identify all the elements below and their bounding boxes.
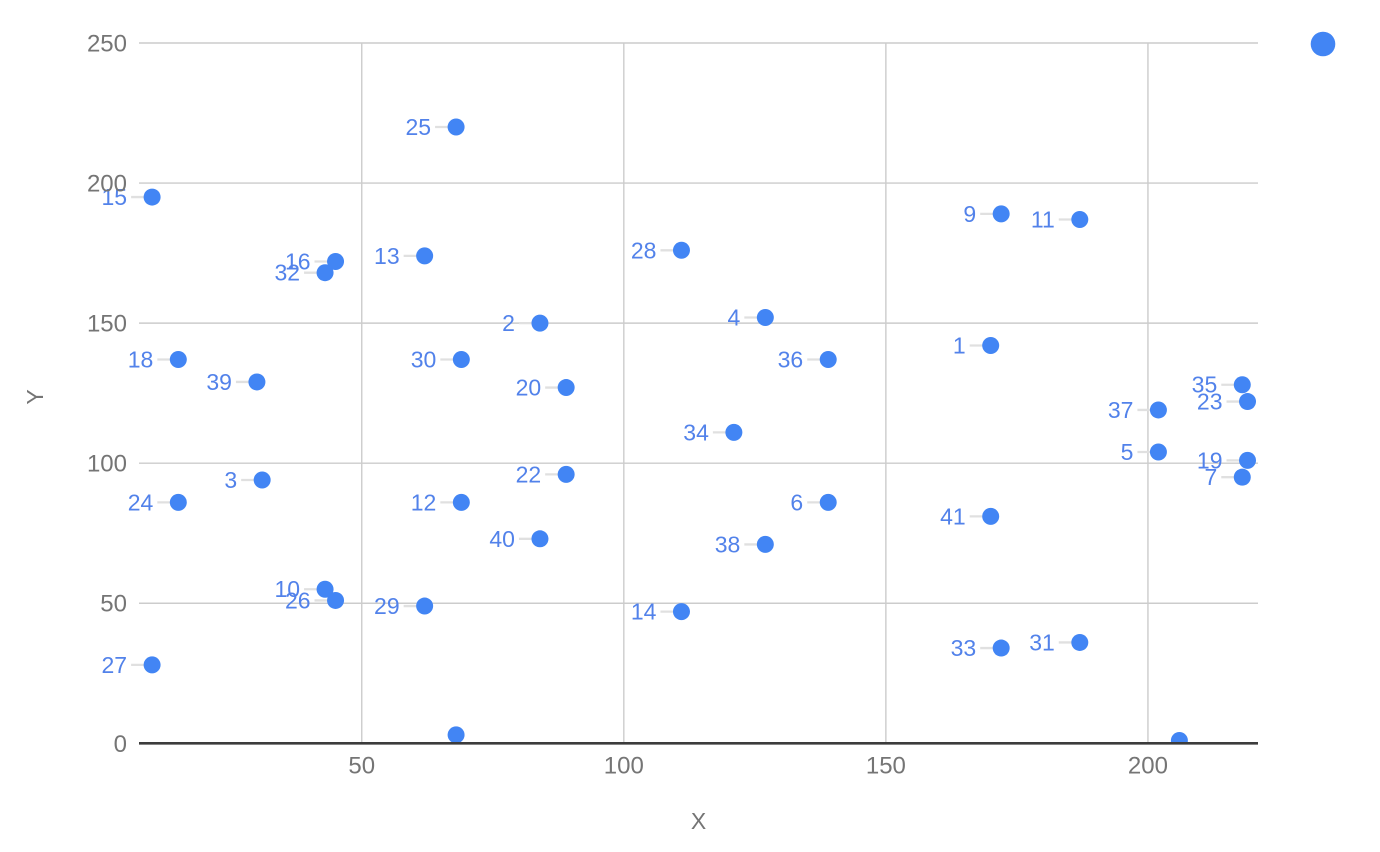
- data-point-18[interactable]: [169, 351, 187, 369]
- point-label-13: 13: [374, 243, 400, 269]
- point-label-24: 24: [128, 489, 154, 515]
- data-point-27[interactable]: [143, 656, 161, 674]
- data-point-22[interactable]: [557, 465, 575, 483]
- point-label-27: 27: [102, 652, 128, 678]
- point-label-30: 30: [411, 347, 437, 373]
- x-axis-title: X: [691, 808, 706, 834]
- point-label-4: 4: [728, 305, 741, 331]
- point-label-38: 38: [715, 531, 741, 557]
- data-point-7[interactable]: [1233, 468, 1251, 486]
- point-label-16: 16: [285, 248, 311, 274]
- point-label-23: 23: [1197, 389, 1223, 415]
- data-point-10[interactable]: [316, 580, 334, 598]
- point-label-14: 14: [631, 599, 657, 625]
- y-axis-title: Y: [22, 389, 48, 404]
- data-point-37[interactable]: [1149, 401, 1167, 419]
- point-label-6: 6: [790, 489, 803, 515]
- point-label-22: 22: [516, 461, 542, 487]
- data-point-31[interactable]: [1071, 633, 1089, 651]
- data-point-2[interactable]: [531, 314, 549, 332]
- data-point-41[interactable]: [982, 507, 1000, 525]
- data-point-20[interactable]: [557, 379, 575, 397]
- data-point-13[interactable]: [416, 247, 434, 265]
- data-point-36[interactable]: [819, 351, 837, 369]
- point-label-29: 29: [374, 593, 400, 619]
- data-point-24[interactable]: [169, 493, 187, 511]
- data-point-38[interactable]: [756, 535, 774, 553]
- point-label-33: 33: [951, 635, 977, 661]
- data-point-35[interactable]: [1233, 376, 1251, 394]
- y-tick-label-50: 50: [100, 591, 127, 618]
- data-point-5[interactable]: [1149, 443, 1167, 461]
- point-label-35: 35: [1192, 372, 1218, 398]
- y-tick-label-0: 0: [114, 731, 127, 758]
- point-labels: 1234567910111213141516181920222324252627…: [102, 114, 1223, 678]
- data-point[interactable]: [447, 726, 465, 744]
- point-label-18: 18: [128, 347, 154, 373]
- point-label-5: 5: [1121, 439, 1134, 465]
- data-point-23[interactable]: [1239, 393, 1257, 411]
- x-tick-label-150: 150: [866, 753, 906, 780]
- point-label-25: 25: [405, 114, 431, 140]
- y-tick-label-100: 100: [87, 451, 127, 478]
- point-label-11: 11: [1031, 206, 1055, 232]
- legend-series-marker-icon: [1310, 31, 1336, 57]
- data-point-9[interactable]: [992, 205, 1010, 223]
- point-label-12: 12: [411, 489, 437, 515]
- y-tick-label-150: 150: [87, 311, 127, 338]
- point-label-28: 28: [631, 237, 657, 263]
- point-label-41: 41: [940, 503, 966, 529]
- point-label-36: 36: [778, 347, 804, 373]
- point-label-39: 39: [206, 369, 232, 395]
- data-point-16[interactable]: [327, 252, 345, 270]
- data-point-32[interactable]: [316, 264, 334, 282]
- point-label-3: 3: [224, 467, 237, 493]
- data-point-25[interactable]: [447, 118, 465, 136]
- data-point-34[interactable]: [725, 423, 743, 441]
- data-point-1[interactable]: [982, 337, 1000, 355]
- x-tick-label-100: 100: [604, 753, 644, 780]
- point-label-15: 15: [102, 184, 128, 210]
- data-point-12[interactable]: [452, 493, 470, 511]
- x-tick-label-200: 200: [1128, 753, 1168, 780]
- point-label-31: 31: [1029, 629, 1055, 655]
- data-point-33[interactable]: [992, 639, 1010, 657]
- point-label-37: 37: [1108, 397, 1134, 423]
- data-point-30[interactable]: [452, 351, 470, 369]
- data-point-15[interactable]: [143, 188, 161, 206]
- data-point-40[interactable]: [531, 530, 549, 548]
- data-point-29[interactable]: [416, 597, 434, 615]
- data-point-4[interactable]: [756, 309, 774, 327]
- data-point-39[interactable]: [248, 373, 266, 391]
- data-point-3[interactable]: [253, 471, 271, 489]
- data-points: [143, 118, 1257, 749]
- point-label-19: 19: [1197, 447, 1223, 473]
- point-label-20: 20: [516, 375, 542, 401]
- y-tick-label-200: 200: [87, 171, 127, 198]
- point-label-34: 34: [683, 419, 709, 445]
- point-label-2: 2: [502, 310, 515, 336]
- data-point[interactable]: [1170, 732, 1188, 749]
- data-point-11[interactable]: [1071, 210, 1089, 228]
- x-tick-label-50: 50: [348, 753, 375, 780]
- point-label-9: 9: [963, 201, 976, 227]
- data-point-6[interactable]: [819, 493, 837, 511]
- point-label-10: 10: [274, 576, 300, 602]
- data-point-19[interactable]: [1239, 451, 1257, 469]
- point-label-32: 32: [274, 260, 300, 286]
- point-label-26: 26: [285, 587, 311, 613]
- data-point-28[interactable]: [672, 241, 690, 259]
- point-label-1: 1: [953, 333, 966, 359]
- point-label-7: 7: [1204, 464, 1217, 490]
- point-label-40: 40: [489, 526, 515, 552]
- data-point-26[interactable]: [327, 591, 345, 609]
- data-point-14[interactable]: [672, 603, 690, 621]
- y-tick-label-250: 250: [87, 31, 127, 58]
